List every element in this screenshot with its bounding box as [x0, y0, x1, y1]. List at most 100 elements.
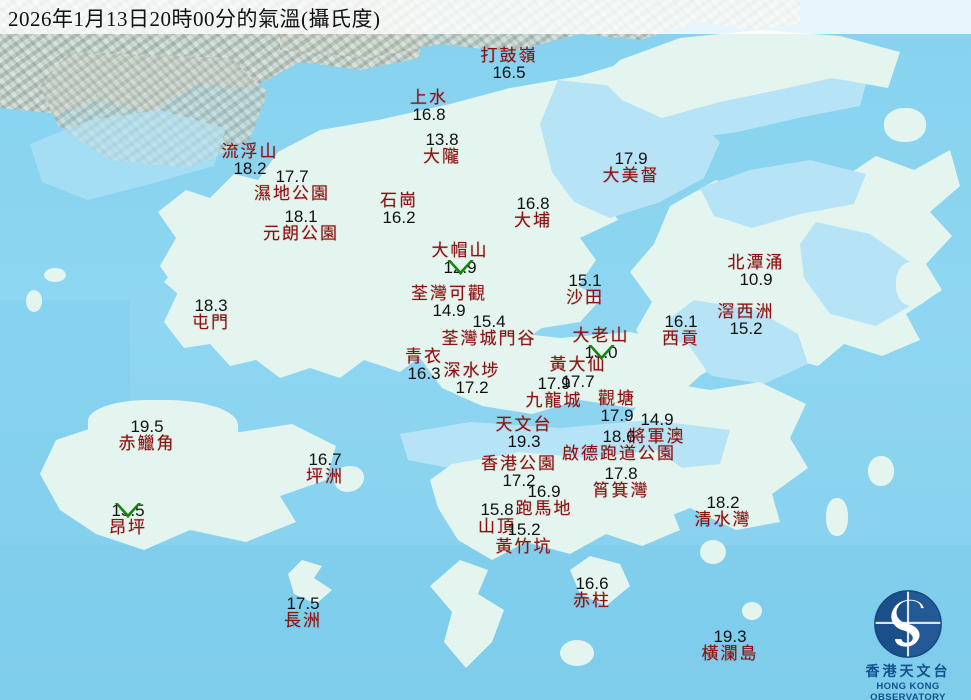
station-temperature-value: 16.6: [575, 574, 609, 593]
station-name: 觀塘: [598, 389, 636, 408]
station-name: 啟德跑道公園: [562, 444, 676, 464]
station-name: 赤鱲角: [118, 434, 176, 454]
land-waglan: [742, 602, 762, 620]
weather-station: 17.7 濕地公園: [254, 168, 330, 203]
weather-station: 15.1 沙田: [566, 272, 604, 307]
station-temperature-value: 19.3: [713, 627, 747, 646]
station-temperature-value: 17.8: [604, 464, 638, 483]
station-name: 荃灣可觀: [411, 284, 487, 303]
station-temperature-value: 16.9: [527, 482, 561, 501]
station-name: 元朗公園: [263, 224, 339, 244]
weather-station: 16.8 大埔: [514, 195, 552, 230]
weather-station: 荃灣可觀 14.9: [411, 285, 487, 320]
weather-station: 滘西洲 15.2: [718, 303, 775, 338]
station-name: 香港公園: [481, 454, 557, 473]
station-name: 長洲: [284, 611, 322, 631]
station-name: 濕地公園: [254, 184, 330, 204]
weather-station: 17.9 九龍城: [526, 375, 583, 410]
land-tung-lung: [700, 540, 726, 564]
weather-station: 17.8 筲箕灣: [593, 465, 650, 500]
station-name: 黃大仙: [549, 355, 607, 374]
station-temperature-value: 15.8: [480, 500, 514, 519]
station-name: 打鼓嶺: [480, 46, 538, 65]
station-name: 滘西洲: [717, 302, 775, 321]
weather-station: 深水埗 17.2: [444, 362, 501, 397]
title-band: 2026年1月13日20時00分的氣溫(攝氏度): [0, 0, 971, 34]
station-temperature-value: 16.3: [407, 364, 441, 384]
weather-station: 17.9 大美督: [603, 150, 660, 185]
weather-station: 19.3 橫瀾島: [702, 628, 759, 663]
weather-station: 19.5 赤鱲角: [119, 418, 176, 453]
station-temperature-value: 18.3: [194, 296, 228, 315]
weather-station: 流浮山 18.2: [222, 143, 279, 178]
land-basalt-island: [868, 456, 894, 486]
station-temperature-value: 13.8: [425, 130, 459, 149]
weather-station: 黃大仙 17.7: [550, 356, 607, 391]
station-name: 荃灣城門谷: [441, 329, 537, 349]
weather-station: 大帽山 12.9: [432, 242, 489, 277]
station-name: 流浮山: [221, 142, 279, 161]
weather-station: 16.1 西貢: [662, 313, 700, 348]
land-small-islet-west2: [26, 290, 42, 312]
station-temperature-value: 18.2: [233, 159, 267, 179]
land-ninepin-group: [826, 498, 848, 536]
station-name: 坪洲: [306, 467, 344, 487]
station-name: 石崗: [380, 191, 418, 210]
weather-station: 打鼓嶺 16.5: [481, 47, 538, 82]
station-temperature-value: 16.1: [664, 312, 698, 331]
weather-station: 天文台 19.3: [496, 416, 553, 451]
station-temperature-value: 17.7: [561, 372, 595, 392]
station-name: 黃竹坑: [495, 537, 553, 557]
highland-station-triangle-icon: [447, 260, 473, 275]
weather-station: 16.6 赤柱: [573, 575, 611, 610]
station-name: 青衣: [405, 347, 443, 366]
station-temperature-value: 18.6: [602, 427, 636, 446]
hko-s-logo-icon: [872, 588, 944, 660]
page-title: 2026年1月13日20時00分的氣溫(攝氏度): [8, 7, 381, 31]
weather-station: 15.8 山頂: [478, 501, 516, 536]
station-name: 屯門: [192, 313, 230, 333]
weather-station: 13.8 大隴: [423, 131, 461, 166]
station-temperature-value: 14.9: [432, 301, 466, 321]
station-name: 筲箕灣: [592, 481, 650, 501]
station-temperature-value: 17.9: [614, 149, 648, 168]
land-hong-kong-island: [430, 450, 688, 560]
station-name: 大帽山: [431, 241, 489, 260]
hko-logo: 香港天文台 HONG KONG OBSERVATORY: [852, 588, 964, 700]
weather-station: 青衣 16.3: [405, 348, 443, 383]
station-name: 沙田: [566, 288, 604, 308]
station-name: 大老山: [572, 326, 630, 345]
weather-station: 石崗 16.2: [380, 192, 418, 227]
station-name: 大美督: [602, 166, 660, 186]
station-name: 北潭涌: [727, 253, 785, 272]
land-po-toi: [560, 640, 594, 666]
station-name: 深水埗: [443, 361, 501, 380]
weather-station: 16.7 坪洲: [306, 451, 344, 486]
station-temperature-value: 17.2: [455, 378, 489, 398]
station-temperature-value: 19.5: [130, 417, 164, 436]
logo-name-en: HONG KONG OBSERVATORY: [870, 681, 946, 700]
station-temperature-value: 15.4: [472, 312, 506, 331]
station-name: 昂坪: [109, 518, 147, 538]
weather-station: 18.2 清水灣: [695, 494, 752, 529]
weather-station: 大老山 15.0: [573, 327, 630, 362]
station-temperature-value: 17.9: [600, 406, 634, 426]
station-name: 天文台: [495, 415, 553, 434]
weather-station: 14.9 將軍澳: [629, 411, 686, 446]
land-bluff-island: [896, 262, 930, 306]
station-temperature-value: 17.7: [275, 167, 309, 186]
station-name: 跑馬地: [515, 499, 573, 519]
station-name: 清水灣: [694, 510, 752, 530]
station-temperature-value: 19.3: [507, 432, 541, 452]
station-name: 西貢: [662, 329, 700, 349]
weather-station: 16.9 跑馬地: [516, 483, 573, 518]
land-tap-mun: [884, 108, 926, 142]
weather-station: 觀塘 17.9: [598, 390, 636, 425]
station-temperature-value: 16.7: [308, 450, 342, 469]
station-name: 上水: [410, 88, 448, 107]
station-name: 大埔: [514, 211, 552, 231]
weather-station: 18.1 元朗公園: [263, 208, 339, 243]
weather-station: 香港公園 17.2: [481, 455, 557, 490]
weather-station: 15.4 荃灣城門谷: [442, 313, 537, 348]
station-temperature-value: 17.5: [286, 594, 320, 613]
